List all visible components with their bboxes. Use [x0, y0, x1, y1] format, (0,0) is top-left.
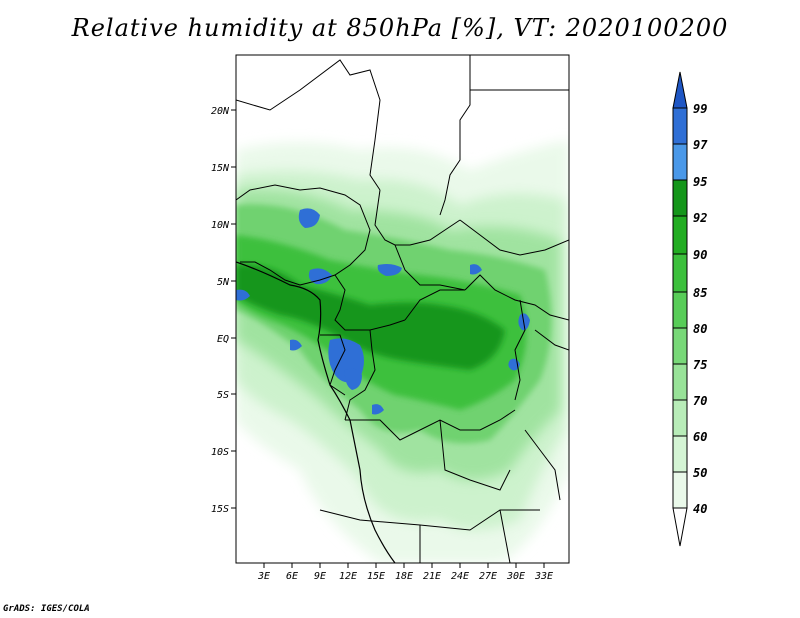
coastline	[236, 261, 396, 563]
colorbar-label-99: 99	[693, 102, 707, 116]
colorbar-segment-70-75	[672, 363, 688, 401]
colorbar-label-50: 50	[693, 466, 707, 480]
lon-label-12e: 12E	[339, 571, 357, 582]
colorbar-label-92: 92	[693, 211, 707, 225]
plot-title: Relative humidity at 850hPa [%], VT: 202…	[71, 14, 729, 42]
lon-label-27e: 27E	[479, 571, 497, 582]
rh-blue-pockets	[236, 208, 530, 415]
lon-label-24e: 24E	[451, 571, 469, 582]
lon-label-15e: 15E	[367, 571, 385, 582]
rh-band-95	[236, 264, 505, 370]
humidity-field	[236, 55, 569, 563]
colorbar-segment-40-50	[672, 471, 688, 509]
colorbar-segment-92-95	[672, 179, 688, 217]
lat-label-10s: 10S	[211, 447, 229, 458]
colorbar-label-80: 80	[693, 322, 707, 336]
colorbar-segment-95-97	[672, 143, 688, 181]
colorbar-segment-75-80	[672, 327, 688, 365]
colorbar-segment-50-60	[672, 435, 688, 473]
lat-label-eq: EQ	[217, 334, 229, 345]
colorbar-label-40: 40	[693, 502, 707, 516]
lon-axis	[263, 563, 545, 568]
colorbar-min-arrow	[672, 507, 688, 547]
colorbar-segment-97-99	[672, 107, 688, 145]
colorbar-segment-90-92	[672, 215, 688, 255]
colorbar-label-95: 95	[693, 175, 707, 189]
colorbar-label-60: 60	[693, 430, 707, 444]
map-frame	[235, 54, 570, 564]
lon-label-6e: 6E	[286, 571, 298, 582]
colorbar-segment-85-90	[672, 253, 688, 293]
grads-credit: GrADS: IGES/COLA	[3, 604, 90, 614]
lat-label-5n: 5N	[217, 277, 230, 288]
lon-label-9e: 9E	[314, 571, 326, 582]
lon-label-30e: 30E	[506, 571, 525, 582]
colorbar-segment-80-85	[672, 291, 688, 329]
colorbar-label-85: 85	[693, 286, 707, 300]
colorbar-label-70: 70	[693, 394, 707, 408]
lon-label-21e: 21E	[423, 571, 441, 582]
colorbar-segment-60-70	[672, 399, 688, 437]
lat-label-15s: 15S	[211, 504, 229, 515]
lat-label-15n: 15N	[211, 163, 230, 174]
country-borders	[236, 55, 569, 563]
lon-label-33e: 33E	[534, 571, 553, 582]
colorbar-label-75: 75	[693, 358, 707, 372]
colorbar-label-97: 97	[693, 138, 708, 152]
lon-label-3e: 3E	[257, 571, 270, 582]
lat-axis	[231, 109, 236, 509]
colorbar-max-arrow	[672, 71, 688, 109]
lon-label-18e: 18E	[395, 571, 413, 582]
lat-label-20n: 20N	[211, 106, 230, 117]
lat-label-10n: 10N	[211, 220, 230, 231]
colorbar	[672, 71, 688, 547]
colorbar-label-90: 90	[693, 248, 707, 262]
lat-label-5s: 5S	[217, 390, 229, 401]
